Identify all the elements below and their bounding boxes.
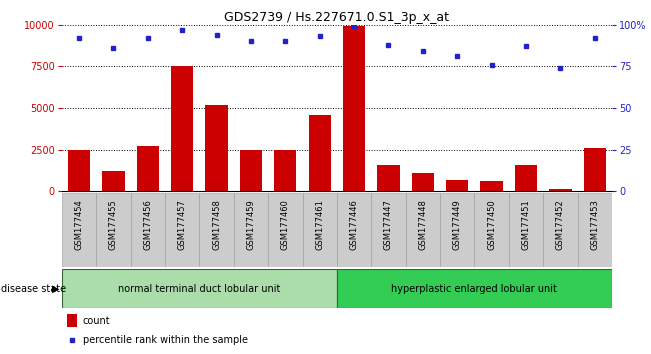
Text: GSM177456: GSM177456 [143,199,152,250]
Bar [274,149,296,191]
Bar [68,149,90,191]
Text: GSM177459: GSM177459 [247,199,255,250]
Text: disease state: disease state [1,284,66,293]
Bar [411,173,434,191]
Title: GDS2739 / Hs.227671.0.S1_3p_x_at: GDS2739 / Hs.227671.0.S1_3p_x_at [225,11,449,24]
Bar [62,269,337,308]
Bar [446,179,469,191]
Bar [199,193,234,267]
Bar [165,193,199,267]
Bar [337,193,371,267]
Bar [303,193,337,267]
Bar [475,193,509,267]
Text: GSM177455: GSM177455 [109,199,118,250]
Text: GSM177461: GSM177461 [315,199,324,250]
Text: GSM177460: GSM177460 [281,199,290,250]
Bar [309,115,331,191]
Bar [337,269,612,308]
Bar [509,193,543,267]
Bar [171,67,193,191]
Bar [205,105,228,191]
Text: GSM177447: GSM177447 [384,199,393,250]
Text: GSM177452: GSM177452 [556,199,565,250]
Text: percentile rank within the sample: percentile rank within the sample [83,335,248,345]
Bar [137,146,159,191]
Bar [440,193,475,267]
Bar [131,193,165,267]
Bar [549,189,572,191]
Bar [378,165,400,191]
Text: GSM177449: GSM177449 [452,199,462,250]
Text: hyperplastic enlarged lobular unit: hyperplastic enlarged lobular unit [391,284,557,293]
Bar [515,165,537,191]
Text: count: count [83,316,111,326]
Bar [67,314,77,327]
Bar [406,193,440,267]
Bar [234,193,268,267]
Text: ▶: ▶ [52,284,60,293]
Text: GSM177458: GSM177458 [212,199,221,250]
Bar [371,193,406,267]
Text: normal terminal duct lobular unit: normal terminal duct lobular unit [118,284,281,293]
Text: GSM177454: GSM177454 [74,199,83,250]
Text: GSM177448: GSM177448 [419,199,427,250]
Bar [240,149,262,191]
Bar [577,193,612,267]
Bar [543,193,577,267]
Text: GSM177457: GSM177457 [178,199,187,250]
Bar [343,27,365,191]
Bar [96,193,131,267]
Text: GSM177450: GSM177450 [487,199,496,250]
Bar [102,171,124,191]
Text: GSM177446: GSM177446 [350,199,359,250]
Text: GSM177453: GSM177453 [590,199,600,250]
Bar [480,181,503,191]
Text: GSM177451: GSM177451 [521,199,531,250]
Bar [62,193,96,267]
Bar [268,193,303,267]
Bar [583,148,606,191]
